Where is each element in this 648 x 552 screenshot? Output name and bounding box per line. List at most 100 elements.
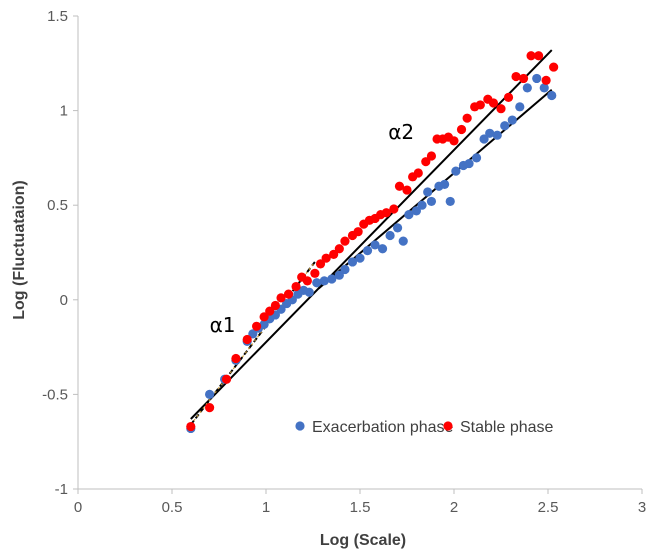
data-point-series-1 <box>248 329 258 339</box>
data-point-series-2 <box>329 249 339 259</box>
y-axis-label: Log (Fluctuataion) <box>11 180 28 320</box>
data-point-series-2 <box>518 73 529 84</box>
data-point-series-1 <box>492 130 502 140</box>
data-point-series-1 <box>485 128 495 138</box>
data-point-series-1 <box>404 210 414 220</box>
data-point-series-2 <box>426 151 437 161</box>
data-point-series-2 <box>534 51 544 61</box>
data-point-series-1 <box>393 223 403 233</box>
data-point-series-1 <box>451 166 461 176</box>
data-point-series-1 <box>347 257 358 267</box>
data-point-series-1 <box>423 187 433 197</box>
legend-marker-series-2 <box>443 421 453 431</box>
data-point-series-1 <box>312 278 322 288</box>
y-tick-label: -1 <box>55 481 68 498</box>
data-point-series-2 <box>421 157 431 167</box>
data-point-series-1 <box>398 236 408 246</box>
legend: Exacerbation phase Stable phase <box>295 419 554 436</box>
x-tick-label: 0 <box>74 499 82 516</box>
data-point-series-2 <box>265 306 275 316</box>
data-point-series-1 <box>500 121 510 131</box>
x-tick-label: 0.5 <box>162 499 183 516</box>
data-point-series-1 <box>479 134 489 144</box>
data-point-series-2 <box>381 208 391 218</box>
axes: 0 0.5 1 1.5 2 2.5 3 -1 -0.5 0 0.5 1 1.5 <box>42 8 646 516</box>
data-point-series-2 <box>353 227 363 237</box>
data-point-series-2 <box>389 204 399 214</box>
y-tick-label: 1.5 <box>47 8 68 25</box>
x-tick-label: 1.5 <box>350 499 371 516</box>
data-point-series-1 <box>522 83 532 93</box>
data-point-series-2 <box>334 244 344 254</box>
data-point-series-2 <box>456 124 467 135</box>
data-point-series-1 <box>426 196 437 207</box>
data-points <box>186 51 559 434</box>
data-point-series-2 <box>186 421 196 432</box>
annotations: α1 α2 <box>210 120 415 337</box>
annotation-label-1: α1 <box>210 313 236 337</box>
data-point-series-1 <box>327 274 337 284</box>
data-point-series-1 <box>411 206 421 216</box>
data-point-series-2 <box>449 136 459 146</box>
data-point-series-1 <box>471 153 482 163</box>
data-point-series-2 <box>259 312 269 322</box>
data-point-series-2 <box>488 98 499 108</box>
data-point-series-1 <box>385 230 395 241</box>
legend-label-series-2: Stable phase <box>460 419 554 436</box>
data-point-series-2 <box>511 71 521 82</box>
legend-label-series-1: Exacerbation phase <box>312 419 454 436</box>
data-point-series-1 <box>507 115 517 125</box>
data-point-series-1 <box>304 287 314 297</box>
legend-marker-series-1 <box>295 421 305 431</box>
data-point-series-2 <box>242 334 252 345</box>
y-tick-label: 1 <box>60 103 68 120</box>
x-tick-label: 2.5 <box>538 499 559 516</box>
y-tick-label: -0.5 <box>42 386 68 403</box>
x-tick-label: 2 <box>450 499 458 516</box>
data-point-series-1 <box>532 73 542 84</box>
data-point-series-2 <box>310 268 320 278</box>
data-point-series-1 <box>440 179 450 189</box>
data-point-series-2 <box>291 281 301 292</box>
x-tick-label: 1 <box>262 499 270 516</box>
data-point-series-1 <box>445 196 455 207</box>
data-point-series-1 <box>547 90 557 101</box>
y-tick-label: 0 <box>60 292 68 309</box>
data-point-series-1 <box>355 253 365 263</box>
data-point-series-1 <box>362 246 373 256</box>
data-point-series-1 <box>259 319 269 329</box>
y-tick-label: 0.5 <box>47 197 68 214</box>
data-point-series-2 <box>252 321 262 331</box>
data-point-series-2 <box>270 300 280 311</box>
data-point-series-1 <box>417 200 427 210</box>
data-point-series-2 <box>462 113 472 123</box>
data-point-series-1 <box>464 158 474 169</box>
x-axis-label: Log (Scale) <box>320 532 406 549</box>
x-tick-label: 3 <box>638 499 646 516</box>
data-point-series-2 <box>475 100 485 110</box>
data-point-series-2 <box>315 259 326 269</box>
data-point-series-2 <box>205 403 215 413</box>
data-point-series-2 <box>394 181 405 191</box>
data-point-series-1 <box>377 244 388 254</box>
data-point-series-2 <box>526 51 536 61</box>
annotation-label-2: α2 <box>388 120 414 144</box>
data-point-series-1 <box>515 102 525 112</box>
data-point-series-2 <box>283 289 294 299</box>
data-point-series-2 <box>340 236 350 246</box>
data-point-series-2 <box>496 104 506 114</box>
data-point-series-1 <box>340 264 350 275</box>
data-point-series-2 <box>541 75 551 85</box>
data-point-series-2 <box>549 62 559 72</box>
data-point-series-1 <box>205 389 215 399</box>
data-point-series-2 <box>231 353 241 364</box>
data-point-series-2 <box>413 168 423 178</box>
data-point-series-1 <box>334 270 344 280</box>
data-point-series-1 <box>539 83 549 93</box>
data-point-series-2 <box>302 276 312 286</box>
fit-line-series-2 <box>190 49 553 420</box>
data-point-series-1 <box>319 276 329 286</box>
data-point-series-2 <box>221 374 232 384</box>
data-point-series-2 <box>276 293 286 303</box>
